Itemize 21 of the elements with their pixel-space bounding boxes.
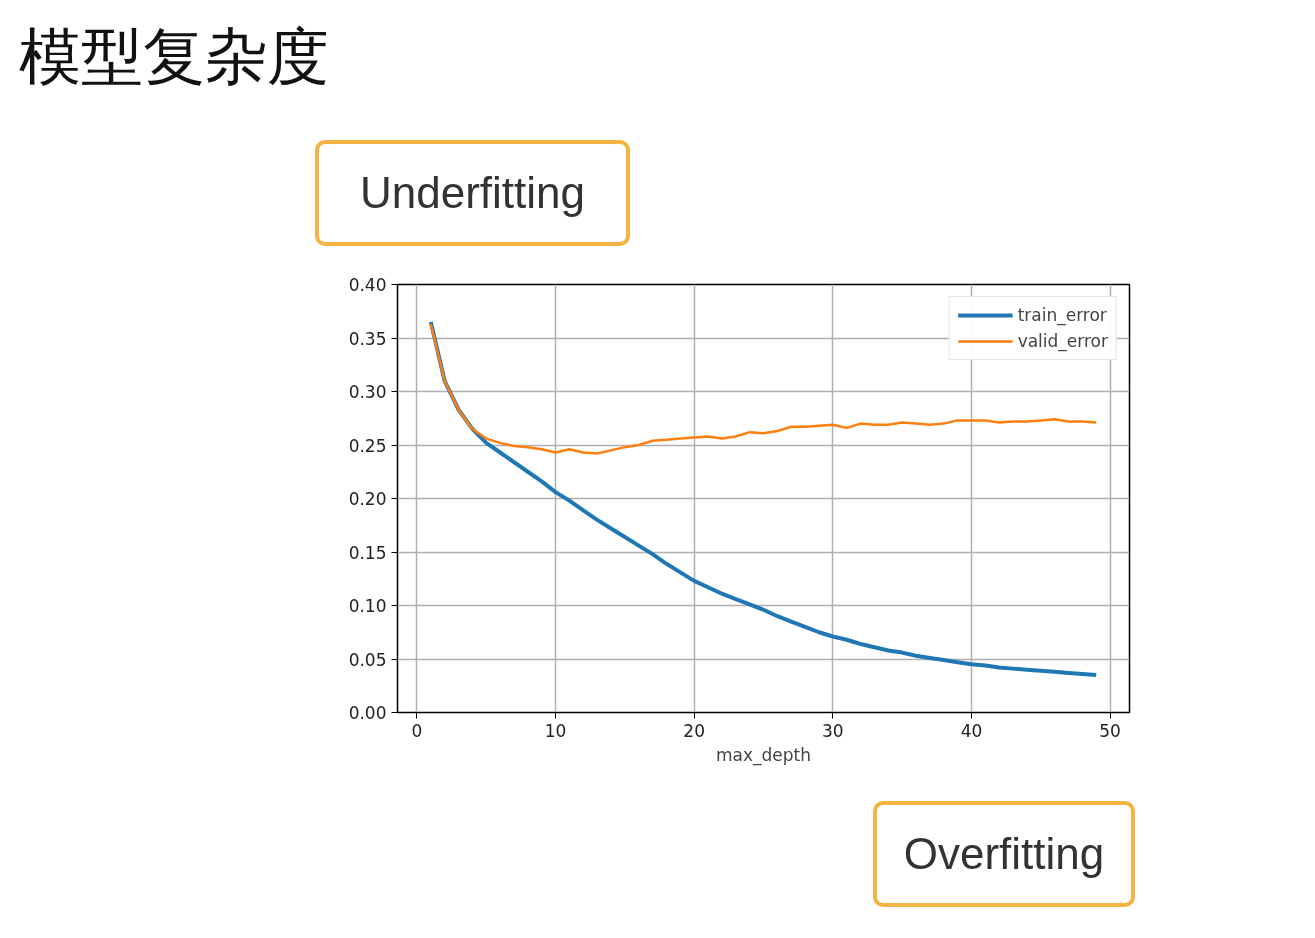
x-tick-label: 0 [411, 720, 423, 741]
legend-label: valid_error [1017, 331, 1108, 351]
y-tick-label: 0.05 [348, 649, 387, 670]
text: Underfitting [359, 166, 585, 219]
legend-label: train_error [1017, 305, 1107, 325]
x-tick-label: 10 [544, 720, 567, 741]
y-tick-label: 0.35 [348, 328, 387, 349]
x-tick-label: 20 [683, 720, 706, 741]
chart-title: 模型复杂度 [19, 22, 329, 93]
x-axis-title: max_depth [715, 744, 812, 766]
text: Overfitting [903, 827, 1105, 880]
y-tick-label: 0.10 [348, 596, 387, 616]
y-tick-label: 0.30 [348, 382, 387, 402]
y-tick-label: 0.20 [348, 489, 387, 509]
y-tick-label: 0.40 [348, 275, 387, 295]
x-tick-label: 50 [1099, 720, 1121, 741]
x-tick-label: 30 [822, 720, 844, 741]
y-tick-label: 0.15 [348, 542, 387, 563]
x-tick-label: 40 [960, 720, 983, 741]
y-tick-label: 0.25 [348, 435, 387, 456]
y-tick-label: 0.00 [348, 703, 387, 723]
